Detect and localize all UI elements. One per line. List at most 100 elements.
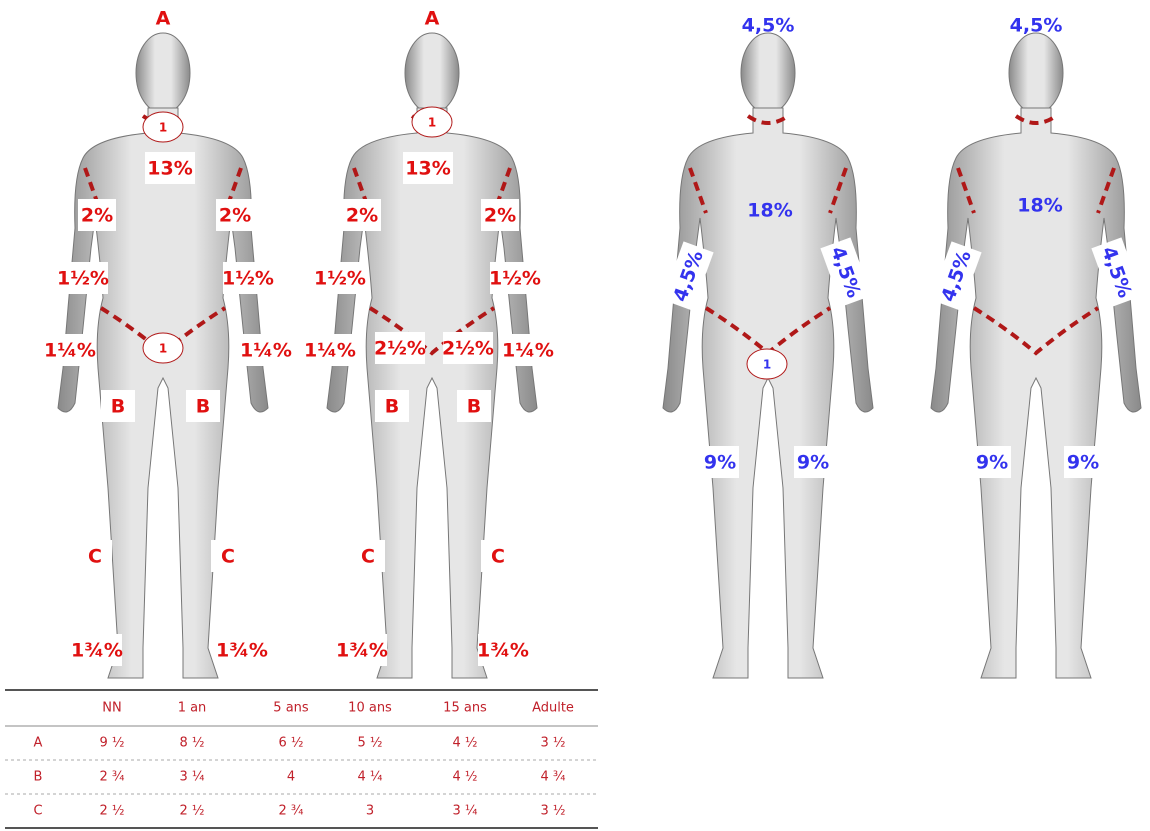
body-label: 9% bbox=[797, 452, 829, 474]
body-label: 18% bbox=[747, 200, 792, 222]
table-cell: 8 ½ bbox=[179, 736, 204, 751]
table-header: 5 ans bbox=[273, 701, 309, 716]
body-label-group: C bbox=[481, 540, 515, 572]
body-label-group: C bbox=[351, 540, 385, 572]
body-label-group: B bbox=[186, 390, 220, 422]
table-cell: 2 ¾ bbox=[99, 770, 124, 785]
body-label-group: 13% bbox=[145, 152, 195, 184]
body-label-group: 13% bbox=[403, 152, 453, 184]
body-label-group: C bbox=[211, 540, 245, 572]
body-label: 13% bbox=[147, 158, 192, 180]
body-label: C bbox=[88, 546, 102, 568]
body-label: 2% bbox=[484, 205, 516, 227]
body-figure bbox=[931, 33, 1141, 678]
table-cell: 3 ½ bbox=[540, 736, 565, 751]
body-label-group: 2½% bbox=[374, 332, 426, 364]
body-label: 4,5% bbox=[742, 15, 795, 37]
body-label: 2% bbox=[219, 205, 251, 227]
table-cell: 3 ¼ bbox=[452, 804, 477, 819]
body-label-group: B bbox=[457, 390, 491, 422]
body-label: 1¼% bbox=[44, 340, 96, 362]
body-label-group: 1½% bbox=[57, 262, 109, 294]
body-label: 2% bbox=[81, 205, 113, 227]
table-header: Adulte bbox=[532, 701, 574, 716]
body-label-group: 4,5% bbox=[1010, 15, 1063, 37]
body-label: B bbox=[196, 396, 210, 418]
body-label-group: C bbox=[78, 540, 112, 572]
body-label-group: 1 bbox=[412, 107, 452, 137]
body-label: 1½% bbox=[489, 268, 541, 290]
body-label: 18% bbox=[1017, 195, 1062, 217]
table-cell: 2 ½ bbox=[179, 804, 204, 819]
table-cell: 6 ½ bbox=[278, 736, 303, 751]
table-cell: 4 bbox=[287, 770, 295, 785]
body-label: 1¼% bbox=[304, 340, 356, 362]
table: NN 1 an 5 ans 10 ans 15 ans Adulte A 9 ½ 8 ½ 6 ½ 5… bbox=[5, 690, 598, 828]
body-label-group: 1½% bbox=[489, 262, 541, 294]
body-label: 1½% bbox=[57, 268, 109, 290]
body-label: 1¼% bbox=[502, 340, 554, 362]
table-row-label: A bbox=[34, 736, 43, 751]
body-label: C bbox=[491, 546, 505, 568]
body-label-group: 1¼% bbox=[240, 334, 292, 366]
body-label: B bbox=[467, 396, 481, 418]
table-cell: 3 ½ bbox=[540, 804, 565, 819]
body-label-group: 1¾% bbox=[216, 634, 268, 666]
body-label-group: 1 bbox=[143, 333, 183, 363]
body-label-group: 9% bbox=[701, 446, 739, 478]
body-label-group: 18% bbox=[747, 200, 792, 222]
table-header: NN bbox=[102, 701, 121, 716]
table-cell: 2 ½ bbox=[99, 804, 124, 819]
body-label: 1¾% bbox=[477, 640, 529, 662]
body-label-group: A bbox=[425, 8, 440, 30]
table-cell: 2 ¾ bbox=[278, 804, 303, 819]
burn-chart: A 1 13% 2% 2% 1½% 1½% 1¼% 1¼% 1 B B C C 1¾% 1¾% A 1 13% 2% 2… bbox=[0, 0, 1150, 831]
table-row-label: C bbox=[33, 804, 42, 819]
table-cell: 4 ½ bbox=[452, 770, 477, 785]
body-label-group: 1 bbox=[143, 112, 183, 142]
body-label: 4,5% bbox=[1010, 15, 1063, 37]
body-label-group: 9% bbox=[1064, 446, 1102, 478]
body-label: 1 bbox=[159, 342, 167, 356]
body-label-group: 1½% bbox=[314, 262, 366, 294]
body-label: 1½% bbox=[314, 268, 366, 290]
body-label-group: 1 bbox=[747, 349, 787, 379]
body-label-group: 9% bbox=[973, 446, 1011, 478]
body-label: 1¾% bbox=[336, 640, 388, 662]
body-label: 1 bbox=[428, 116, 436, 130]
body-label-group: 1¾% bbox=[71, 634, 123, 666]
body-label: 2% bbox=[346, 205, 378, 227]
table-cell: 9 ½ bbox=[99, 736, 124, 751]
body-label-group: 2% bbox=[216, 199, 254, 231]
body-label: 9% bbox=[976, 452, 1008, 474]
body-label-group: 9% bbox=[794, 446, 832, 478]
table-cell: 5 ½ bbox=[357, 736, 382, 751]
body-label-group: B bbox=[101, 390, 135, 422]
body-label: 1½% bbox=[222, 268, 274, 290]
body-label-group: 1½% bbox=[222, 262, 274, 294]
body-label-group: 1¼% bbox=[44, 334, 96, 366]
body-label: 1¾% bbox=[216, 640, 268, 662]
body-label: A bbox=[425, 8, 440, 30]
table-cell: 3 ¼ bbox=[179, 770, 204, 785]
body-label-group: 1¾% bbox=[477, 634, 529, 666]
table-header: 1 an bbox=[178, 701, 207, 716]
table-header: 15 ans bbox=[443, 701, 487, 716]
body-label-group: 2½% bbox=[442, 332, 494, 364]
figures bbox=[58, 33, 1141, 678]
body-label: 9% bbox=[704, 452, 736, 474]
table-cell: 4 ¼ bbox=[357, 770, 382, 785]
body-label: 1¾% bbox=[71, 640, 123, 662]
body-label: B bbox=[385, 396, 399, 418]
body-label-group: 4,5% bbox=[742, 15, 795, 37]
body-label: C bbox=[361, 546, 375, 568]
body-label-group: 1¾% bbox=[336, 634, 388, 666]
table-header: 10 ans bbox=[348, 701, 392, 716]
body-label: 2½% bbox=[374, 338, 426, 360]
body-label: 1 bbox=[159, 121, 167, 135]
body-label: C bbox=[221, 546, 235, 568]
body-label: B bbox=[111, 396, 125, 418]
body-label-group: A bbox=[156, 8, 171, 30]
body-label: A bbox=[156, 8, 171, 30]
body-label-group: B bbox=[375, 390, 409, 422]
